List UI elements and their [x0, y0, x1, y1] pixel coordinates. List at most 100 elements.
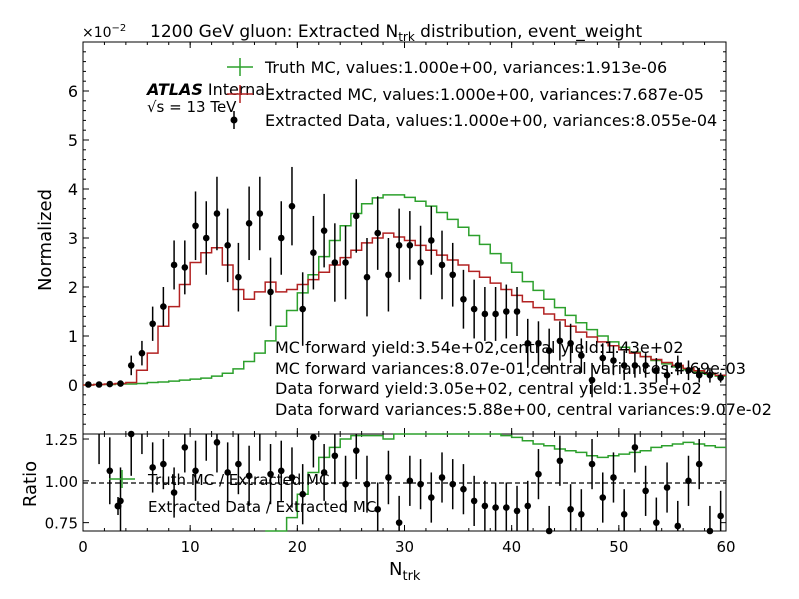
ratio-point [277, 440, 285, 501]
data-point-marker [299, 305, 306, 313]
ratio-legend: Truth MC / Extracted MC Extracted Data /… [109, 470, 376, 516]
data-point-marker [599, 354, 607, 362]
data-point [653, 358, 660, 383]
ratio-point-marker [288, 474, 296, 481]
ratio-point-marker [245, 472, 253, 480]
ratio-point [363, 455, 371, 513]
data-point [138, 340, 146, 366]
data-point [363, 238, 371, 317]
ratio-point [235, 434, 242, 495]
x-axis-label-sub: trk [402, 569, 420, 584]
ratio-point-marker [438, 474, 446, 481]
ratio-point-marker [513, 507, 521, 515]
ratio-point [599, 472, 607, 523]
data-point [213, 176, 221, 251]
ratio-point [374, 482, 382, 531]
data-point [513, 287, 521, 336]
ratio-point [545, 505, 553, 535]
data-point-marker [513, 308, 521, 315]
annotation-data-yield: Data forward yield:3.05e+02, central yie… [275, 379, 702, 398]
data-point-marker [160, 303, 167, 310]
data-point [470, 279, 478, 339]
data-point [310, 215, 317, 290]
data-point [460, 269, 467, 329]
ratio-point-marker [385, 474, 392, 481]
data-point [288, 166, 296, 246]
data-point-marker [138, 349, 146, 357]
chart-title: 1200 GeV gluon: Extracted Ntrk distribut… [150, 22, 642, 44]
data-point [149, 306, 156, 341]
annotation-data-variances: Data forward variances:5.88e+00, central… [275, 400, 772, 419]
ratio-point [320, 444, 328, 501]
ratio-point-marker [192, 467, 199, 475]
data-point-marker [535, 340, 542, 347]
ratio-point-marker [695, 460, 703, 468]
data-point-marker [267, 288, 274, 296]
data-point [202, 201, 210, 275]
x-tick-label: 60 [716, 538, 735, 556]
data-point [277, 201, 285, 275]
data-point [352, 179, 360, 253]
data-point-marker [578, 352, 585, 359]
data-point-marker [674, 362, 682, 369]
ratio-point [385, 450, 392, 505]
top-y-tick-label: 4 [68, 180, 78, 199]
data-point-marker [363, 273, 371, 281]
ratio-legend-data-label: Extracted Data / Extracted MC [148, 498, 376, 516]
top-y-tick-label: 6 [68, 82, 78, 101]
data-point [320, 193, 328, 268]
data-point [192, 191, 199, 261]
ratio-y-ticks: 0.75 1.00 1.25 [45, 431, 726, 533]
ratio-point [717, 490, 724, 531]
data-point [406, 211, 414, 280]
ratio-point [245, 445, 253, 506]
data-point [342, 225, 349, 300]
ratio-point [481, 480, 489, 531]
ratio-point-marker [460, 485, 467, 493]
data-point-marker [449, 271, 457, 279]
data-point-marker [695, 371, 703, 379]
ratio-point-marker [578, 510, 585, 518]
top-y-tick-label: 1 [68, 327, 78, 346]
data-point-marker [224, 242, 231, 249]
data-point-marker [492, 310, 499, 318]
ratio-point [695, 439, 703, 490]
data-point [481, 287, 489, 341]
data-point-marker [192, 222, 199, 230]
data-point [663, 365, 671, 385]
legend-data-marker [230, 116, 238, 124]
data-point-marker [331, 259, 339, 266]
data-point [578, 338, 585, 373]
data-point-marker [460, 295, 467, 303]
ratio-point-marker [481, 502, 489, 510]
ratio-y-tick-label: 0.75 [45, 515, 78, 533]
x-ticks: 0 10 20 30 40 50 60 [78, 42, 736, 556]
ratio-point [106, 437, 114, 505]
ratio-point-marker [685, 477, 692, 485]
ratio-point-marker [342, 480, 349, 488]
ratio-point [470, 475, 478, 526]
data-point-marker [620, 362, 628, 369]
ratio-point-marker [663, 484, 671, 491]
y-axis-label-bottom: Ratio [20, 461, 41, 507]
ratio-truth-histogram [265, 433, 726, 532]
data-point-marker [374, 229, 382, 237]
data-point-marker [706, 371, 714, 379]
x-tick-label: 30 [395, 538, 414, 556]
ratio-point [567, 484, 574, 531]
data-point [95, 381, 103, 388]
y-axis-label-top: Normalized [35, 189, 56, 291]
ratio-point [224, 442, 231, 503]
data-point [492, 287, 499, 341]
data-point-marker [352, 212, 360, 220]
top-y-tick-label: 5 [68, 131, 78, 150]
data-point [685, 360, 692, 381]
ratio-point [674, 500, 682, 531]
ratio-point-marker [267, 470, 274, 478]
x-tick-label: 10 [181, 538, 200, 556]
top-y-tick-label: 3 [68, 229, 78, 248]
extracted-data-points [85, 166, 724, 398]
ratio-y-tick-label: 1.00 [45, 473, 78, 491]
ratio-point [406, 455, 414, 506]
extracted-mc-histogram [83, 232, 726, 386]
